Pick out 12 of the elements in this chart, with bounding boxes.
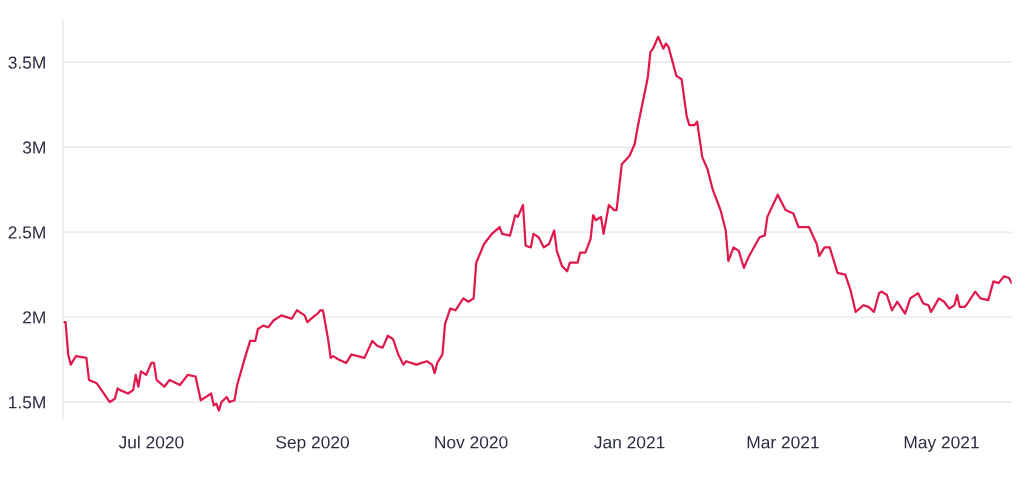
x-tick-label: Mar 2021	[747, 436, 819, 449]
y-tick-label: 3.5M	[8, 56, 45, 69]
y-tick-label: 2M	[23, 311, 45, 324]
y-tick-label: 2.5M	[8, 226, 45, 239]
x-tick-label: Jul 2020	[118, 435, 184, 449]
x-tick-label: Sep 2020	[276, 436, 349, 452]
y-tick-label: 1.5M	[9, 396, 45, 409]
x-tick-label: Jan 2021	[594, 436, 665, 449]
x-tick-label: May 2021	[904, 436, 979, 452]
y-tick-label: 3M	[22, 141, 45, 154]
x-tick-label: Nov 2020	[435, 436, 508, 449]
line-series	[63, 35, 1012, 412]
